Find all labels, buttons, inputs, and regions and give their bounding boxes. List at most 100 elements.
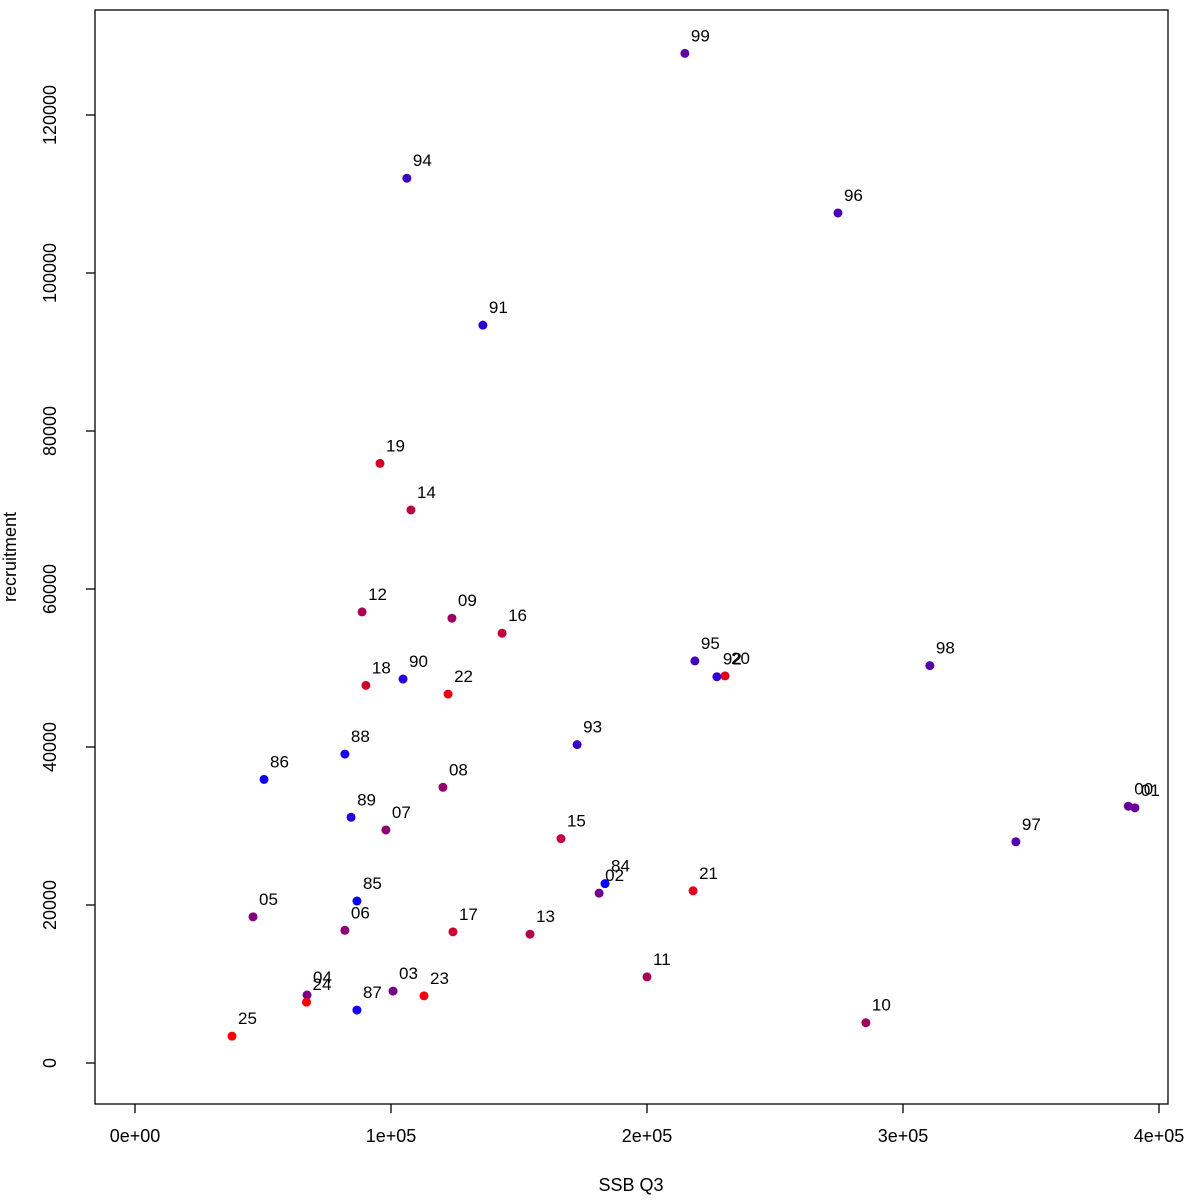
data-point [227, 1031, 237, 1041]
point-label: 94 [413, 151, 432, 170]
point-label: 04 [313, 968, 332, 987]
point-label: 08 [449, 760, 468, 779]
point-label: 23 [430, 969, 449, 988]
plot-box [94, 9, 1169, 1105]
point-label: 18 [372, 658, 391, 677]
data-point [448, 927, 458, 937]
y-axis-tick-label: 40000 [40, 722, 60, 772]
data-point [340, 925, 350, 935]
data-point [600, 879, 610, 889]
data-point [248, 912, 258, 922]
point-label: 17 [459, 905, 478, 924]
point-label: 85 [363, 874, 382, 893]
point-label: 13 [536, 907, 555, 926]
y-axis-tick-label: 80000 [40, 406, 60, 456]
data-point [438, 782, 448, 792]
point-label: 96 [844, 186, 863, 205]
y-axis-tick-label: 20000 [40, 880, 60, 930]
point-label: 89 [357, 790, 376, 809]
data-point [712, 672, 722, 682]
data-point [302, 990, 312, 1000]
point-label: 02 [605, 866, 624, 885]
data-point [478, 320, 488, 330]
point-label: 09 [458, 591, 477, 610]
data-point [690, 656, 700, 666]
data-point [352, 1005, 362, 1015]
data-point [406, 505, 416, 515]
x-axis-tick-label: 3e+05 [878, 1126, 929, 1146]
y-axis-tick-label: 120000 [40, 85, 60, 145]
data-point [642, 972, 652, 982]
x-axis-tick-label: 4e+05 [1134, 1126, 1185, 1146]
point-label: 21 [699, 864, 718, 883]
data-point [402, 173, 412, 183]
point-label: 06 [351, 903, 370, 922]
data-point [497, 628, 507, 638]
point-label: 20 [731, 649, 750, 668]
data-point [447, 613, 457, 623]
data-point [680, 48, 690, 58]
point-label: 95 [701, 634, 720, 653]
point-label: 11 [653, 950, 671, 969]
point-label: 84 [611, 857, 630, 876]
point-label: 86 [270, 752, 289, 771]
point-label: 00 [1134, 779, 1153, 798]
data-point [1011, 837, 1021, 847]
point-label: 03 [399, 964, 418, 983]
point-label: 93 [583, 718, 602, 737]
data-point [259, 774, 269, 784]
point-label: 15 [567, 812, 586, 831]
data-point [375, 458, 385, 468]
data-point [388, 986, 398, 996]
y-axis-tick-label: 0 [40, 1058, 60, 1068]
point-label: 05 [259, 890, 278, 909]
data-point [340, 749, 350, 759]
y-axis-title: recruitment [0, 512, 20, 602]
data-point [302, 997, 312, 1007]
data-point [688, 886, 698, 896]
data-point [398, 674, 408, 684]
data-point [594, 888, 604, 898]
point-label: 07 [392, 803, 411, 822]
data-point [572, 740, 582, 750]
data-point [443, 689, 453, 699]
data-point [525, 929, 535, 939]
point-label: 91 [489, 298, 508, 317]
data-point [556, 834, 566, 844]
data-point [925, 661, 935, 671]
point-label: 16 [508, 606, 527, 625]
point-label: 88 [351, 727, 370, 746]
y-axis-tick-label: 100000 [40, 243, 60, 303]
data-point [357, 607, 367, 617]
y-axis-tick-label: 60000 [40, 564, 60, 614]
data-point [381, 825, 391, 835]
point-label: 10 [872, 996, 891, 1015]
point-label: 14 [417, 483, 436, 502]
data-point [861, 1018, 871, 1028]
point-label: 99 [691, 26, 710, 45]
data-point [833, 208, 843, 218]
point-label: 87 [363, 983, 382, 1002]
data-point [720, 671, 730, 681]
x-axis-tick-label: 2e+05 [622, 1126, 673, 1146]
point-label: 92 [723, 650, 742, 669]
data-point [419, 991, 429, 1001]
data-point [352, 896, 362, 906]
point-label: 24 [313, 975, 332, 994]
point-label: 97 [1022, 815, 1041, 834]
point-label: 12 [368, 585, 387, 604]
x-axis-tick-label: 0e+00 [110, 1126, 161, 1146]
point-label: 98 [936, 639, 955, 658]
point-label: 01 [1141, 781, 1160, 800]
point-label: 90 [409, 652, 428, 671]
point-label: 22 [454, 667, 473, 686]
point-label: 25 [238, 1009, 257, 1028]
data-point [346, 812, 356, 822]
x-axis-title: SSB Q3 [598, 1175, 663, 1195]
data-point [361, 680, 371, 690]
x-axis-tick-label: 1e+05 [366, 1126, 417, 1146]
data-point [1130, 803, 1140, 813]
point-label: 19 [386, 436, 405, 455]
